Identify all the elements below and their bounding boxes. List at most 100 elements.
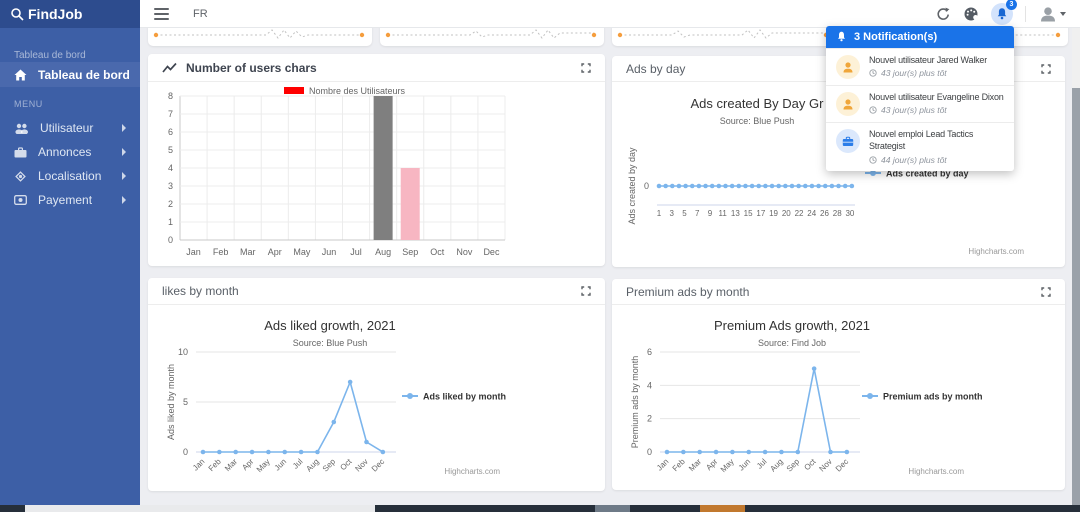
sparkline-chart bbox=[617, 29, 829, 39]
panel-title: Ads by day bbox=[626, 61, 686, 76]
home-icon bbox=[14, 69, 27, 80]
likes-by-month-line-chart[interactable]: Ads liked growth, 2021 Source: Blue Push A… bbox=[148, 305, 605, 491]
notification-item[interactable]: Nouvel utilisateur Evangeline Dixon 43 j… bbox=[826, 85, 1014, 122]
svg-text:Nov: Nov bbox=[353, 457, 369, 473]
location-icon bbox=[15, 170, 26, 182]
notifications-dropdown: 3 Notification(s) Nouvel utilisateur Jar… bbox=[826, 26, 1014, 172]
taskbar-segment bbox=[25, 505, 375, 512]
panel-number-of-users: Number of users chars 0 1 2 3 4 5 6 7 8 Jan Feb Mar… bbox=[148, 54, 605, 266]
svg-text:Ads liked by month: Ads liked by month bbox=[423, 392, 506, 402]
refresh-icon[interactable] bbox=[935, 6, 951, 22]
svg-text:Aug: Aug bbox=[304, 457, 320, 473]
app-logo[interactable]: FindJob bbox=[0, 0, 140, 28]
sidebar-item-label: Annonces bbox=[38, 145, 92, 159]
user-avatar[interactable] bbox=[1038, 4, 1066, 24]
svg-text:May: May bbox=[719, 457, 736, 474]
svg-text:Highcharts.com: Highcharts.com bbox=[968, 247, 1024, 256]
svg-text:Jun: Jun bbox=[273, 457, 288, 472]
svg-text:Apr: Apr bbox=[704, 457, 719, 472]
svg-text:Nombre des Utilisateurs: Nombre des Utilisateurs bbox=[309, 86, 406, 96]
ads-by-day-line-chart[interactable]: Ads created By Day Gr Source: Blue Push Ad… bbox=[612, 82, 1065, 266]
svg-text:7: 7 bbox=[695, 209, 700, 218]
svg-text:Jan: Jan bbox=[186, 247, 201, 257]
hamburger-menu-icon[interactable] bbox=[154, 7, 169, 20]
notification-time: 44 jour(s) plus tôt bbox=[869, 155, 997, 165]
sidebar-menu-label: MENU bbox=[14, 99, 43, 109]
new-user-icon bbox=[836, 55, 860, 79]
svg-text:3: 3 bbox=[670, 209, 675, 218]
fullscreen-icon[interactable] bbox=[1041, 63, 1051, 74]
panel-likes-by-month: likes by month Ads liked growth, 2021 Sou… bbox=[148, 278, 605, 491]
fullscreen-icon[interactable] bbox=[581, 286, 591, 296]
svg-text:Jul: Jul bbox=[755, 457, 769, 471]
sidebar-item-payement[interactable]: Payement bbox=[0, 188, 140, 212]
svg-text:1: 1 bbox=[168, 217, 173, 227]
panel-header: likes by month bbox=[148, 278, 605, 305]
notifications-bell-icon[interactable]: 3 bbox=[991, 0, 1017, 25]
palette-icon[interactable] bbox=[963, 6, 979, 22]
svg-text:17: 17 bbox=[756, 209, 765, 218]
notification-count-badge: 3 bbox=[1006, 0, 1017, 10]
svg-text:May: May bbox=[255, 457, 272, 474]
fullscreen-icon[interactable] bbox=[581, 62, 591, 73]
svg-text:7: 7 bbox=[168, 109, 173, 119]
fullscreen-icon[interactable] bbox=[1041, 286, 1051, 297]
language-selector[interactable]: FR bbox=[193, 7, 208, 20]
sidebar-item-label: Localisation bbox=[38, 169, 102, 183]
panel-premium-ads: Premium ads by month Premium Ads growth,… bbox=[612, 279, 1065, 490]
svg-text:Oct: Oct bbox=[430, 247, 445, 257]
svg-text:Jul: Jul bbox=[291, 457, 305, 471]
svg-text:Jan: Jan bbox=[655, 457, 670, 472]
svg-text:Mar: Mar bbox=[223, 457, 239, 473]
clock-icon bbox=[869, 156, 877, 165]
panel-title: Number of users chars bbox=[186, 60, 317, 75]
sidebar-item-dashboard[interactable]: Tableau de bord bbox=[0, 62, 140, 87]
sidebar-item-label: Utilisateur bbox=[40, 121, 94, 135]
topbar: FR 3 bbox=[140, 0, 1080, 28]
svg-text:Ads liked growth, 2021: Ads liked growth, 2021 bbox=[264, 318, 396, 333]
svg-text:Jan: Jan bbox=[191, 457, 206, 472]
magnifier-icon bbox=[11, 8, 24, 21]
svg-text:Mar: Mar bbox=[687, 457, 703, 473]
svg-text:Dec: Dec bbox=[370, 457, 386, 473]
svg-text:Sep: Sep bbox=[785, 457, 802, 474]
sidebar-section-label: Tableau de bord bbox=[14, 50, 86, 61]
chevron-right-icon bbox=[122, 196, 126, 204]
users-bar-chart[interactable]: 0 1 2 3 4 5 6 7 8 Jan Feb Mar Apr May Jun Jul Aug Sep Oct N… bbox=[148, 82, 605, 266]
sidebar-item-annonces[interactable]: Annonces bbox=[0, 140, 140, 164]
sidebar-item-localisation[interactable]: Localisation bbox=[0, 164, 140, 188]
svg-text:Feb: Feb bbox=[207, 457, 224, 474]
premium-ads-line-chart[interactable]: Premium Ads growth, 2021 Source: Find Job… bbox=[612, 305, 1065, 489]
svg-text:5: 5 bbox=[183, 397, 188, 407]
svg-text:Premium ads by month: Premium ads by month bbox=[883, 392, 983, 402]
svg-text:Dec: Dec bbox=[483, 247, 500, 257]
svg-text:Source: Blue Push: Source: Blue Push bbox=[720, 116, 795, 126]
svg-text:4: 4 bbox=[647, 380, 652, 390]
svg-text:0: 0 bbox=[647, 447, 652, 457]
svg-text:2: 2 bbox=[168, 199, 173, 209]
svg-text:Premium Ads growth, 2021: Premium Ads growth, 2021 bbox=[714, 318, 870, 333]
sidebar-item-utilisateur[interactable]: Utilisateur bbox=[0, 116, 140, 140]
new-job-icon bbox=[836, 129, 860, 153]
new-user-icon bbox=[836, 92, 860, 116]
svg-text:5: 5 bbox=[168, 145, 173, 155]
svg-text:2: 2 bbox=[647, 414, 652, 424]
chevron-down-icon bbox=[1060, 11, 1066, 16]
notification-item[interactable]: Nouvel utilisateur Jared Walker 43 jour(… bbox=[826, 48, 1014, 85]
svg-text:Highcharts.com: Highcharts.com bbox=[908, 467, 964, 476]
chevron-right-icon bbox=[122, 148, 126, 156]
notifications-header-text: 3 Notification(s) bbox=[854, 31, 938, 43]
svg-text:22: 22 bbox=[795, 209, 804, 218]
svg-text:Jun: Jun bbox=[322, 247, 337, 257]
sidebar: FindJob Tableau de bord Tableau de bord … bbox=[0, 0, 140, 505]
svg-text:19: 19 bbox=[769, 209, 778, 218]
svg-text:Source: Blue Push: Source: Blue Push bbox=[293, 338, 368, 348]
svg-text:10: 10 bbox=[178, 347, 188, 357]
svg-text:Ads created by day: Ads created by day bbox=[627, 147, 637, 225]
scrollbar-thumb[interactable] bbox=[1072, 88, 1080, 505]
svg-text:13: 13 bbox=[731, 209, 740, 218]
svg-text:20: 20 bbox=[782, 209, 791, 218]
svg-text:Highcharts.com: Highcharts.com bbox=[444, 467, 500, 476]
notification-item[interactable]: Nouvel emploi Lead Tactics Strategist 44… bbox=[826, 122, 1014, 172]
